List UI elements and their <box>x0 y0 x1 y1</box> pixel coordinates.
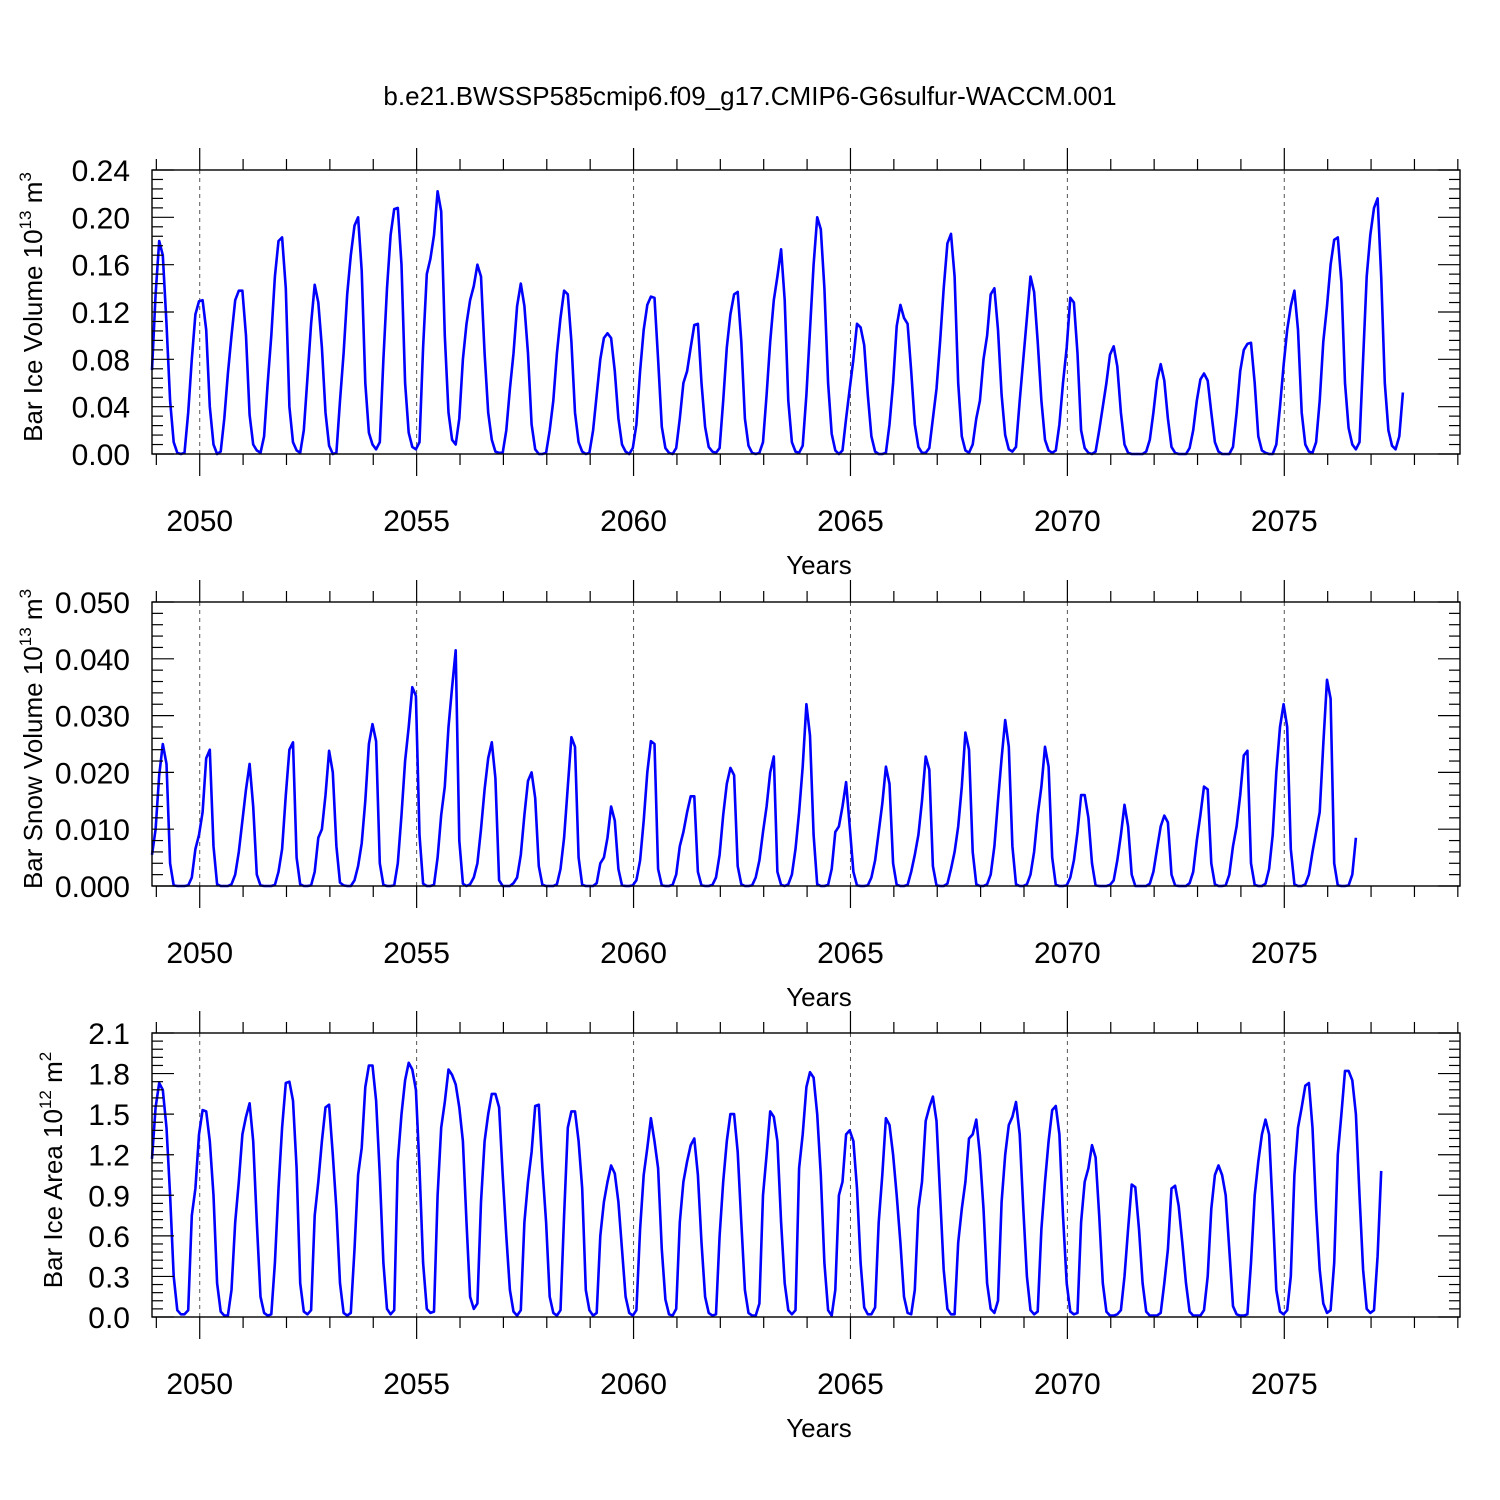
chart-title: b.e21.BWSSP585cmip6.f09_g17.CMIP6-G6sulf… <box>383 81 1116 111</box>
x-axis-title: Years <box>786 982 852 1012</box>
x-tick-label-2065: 2065 <box>817 1368 884 1401</box>
x-tick-label-2060: 2060 <box>600 505 667 538</box>
y-tick-label-0: 0.00 <box>72 439 130 472</box>
x-tick-label-2055: 2055 <box>383 937 450 970</box>
x-tick-label-2055: 2055 <box>383 1368 450 1401</box>
x-tick-label-2070: 2070 <box>1034 1368 1101 1401</box>
y-tick-label-5: 1.5 <box>88 1099 130 1132</box>
y-tick-label-3: 0.9 <box>88 1180 130 1213</box>
x-axis-title: Years <box>786 1413 852 1443</box>
y-tick-label-3: 0.030 <box>55 701 130 734</box>
y-tick-label-6: 0.24 <box>72 155 130 188</box>
panel-2: 2050 2055 2060 2065 2070 2075 0.000 0.010 0.020 0… <box>16 580 1461 1012</box>
x-tick-label-2065: 2065 <box>817 505 884 538</box>
x-tick-label-2055: 2055 <box>383 505 450 538</box>
y-tick-label-2: 0.6 <box>88 1221 130 1254</box>
panels: 2050 2055 2060 2065 2070 2075 0.00 0.04 0.08 0.12… <box>16 148 1461 1443</box>
series-line <box>150 190 1405 456</box>
x-tick-label-2050: 2050 <box>166 937 233 970</box>
x-tick-label-2060: 2060 <box>600 937 667 970</box>
panel-1: 2050 2055 2060 2065 2070 2075 0.00 0.04 0.08 0.12… <box>16 148 1461 580</box>
y-tick-label-0: 0.0 <box>88 1302 130 1335</box>
y-tick-label-3: 0.12 <box>72 297 130 330</box>
plot-frame <box>151 1032 1461 1318</box>
y-tick-label-4: 0.16 <box>72 250 130 283</box>
plot-frame <box>151 601 1461 887</box>
panel-3: 2050 2055 2060 2065 2070 2075 0.0 0.3 0.6 0.9 1.2 1… <box>36 1011 1461 1443</box>
y-tick-label-1: 0.04 <box>72 392 130 425</box>
y-axis-title: Bar Ice Area 1012 m2 <box>36 1052 68 1289</box>
y-tick-label-6: 1.8 <box>88 1059 130 1092</box>
series-line <box>150 648 1358 888</box>
y-axis-title: Bar Snow Volume 1013 m3 <box>16 589 48 889</box>
y-axis-title: Bar Ice Volume 1013 m3 <box>16 172 48 442</box>
x-tick-label-2060: 2060 <box>600 1368 667 1401</box>
x-tick-label-2075: 2075 <box>1251 505 1318 538</box>
y-tick-label-0: 0.000 <box>55 871 130 904</box>
y-tick-label-5: 0.20 <box>72 202 130 235</box>
y-tick-label-2: 0.020 <box>55 757 130 790</box>
x-tick-label-2070: 2070 <box>1034 505 1101 538</box>
x-tick-label-2075: 2075 <box>1251 937 1318 970</box>
y-tick-label-7: 2.1 <box>88 1018 130 1051</box>
y-tick-label-2: 0.08 <box>72 344 130 377</box>
y-tick-label-5: 0.050 <box>55 587 130 620</box>
series-line <box>150 1061 1383 1317</box>
x-tick-label-2065: 2065 <box>817 937 884 970</box>
x-axis-title: Years <box>786 550 852 580</box>
y-tick-label-4: 0.040 <box>55 644 130 677</box>
y-tick-label-1: 0.010 <box>55 814 130 847</box>
x-tick-label-2075: 2075 <box>1251 1368 1318 1401</box>
y-tick-label-4: 1.2 <box>88 1140 130 1173</box>
x-tick-label-2050: 2050 <box>166 1368 233 1401</box>
y-tick-label-1: 0.3 <box>88 1261 130 1294</box>
x-tick-label-2050: 2050 <box>166 505 233 538</box>
x-tick-label-2070: 2070 <box>1034 937 1101 970</box>
